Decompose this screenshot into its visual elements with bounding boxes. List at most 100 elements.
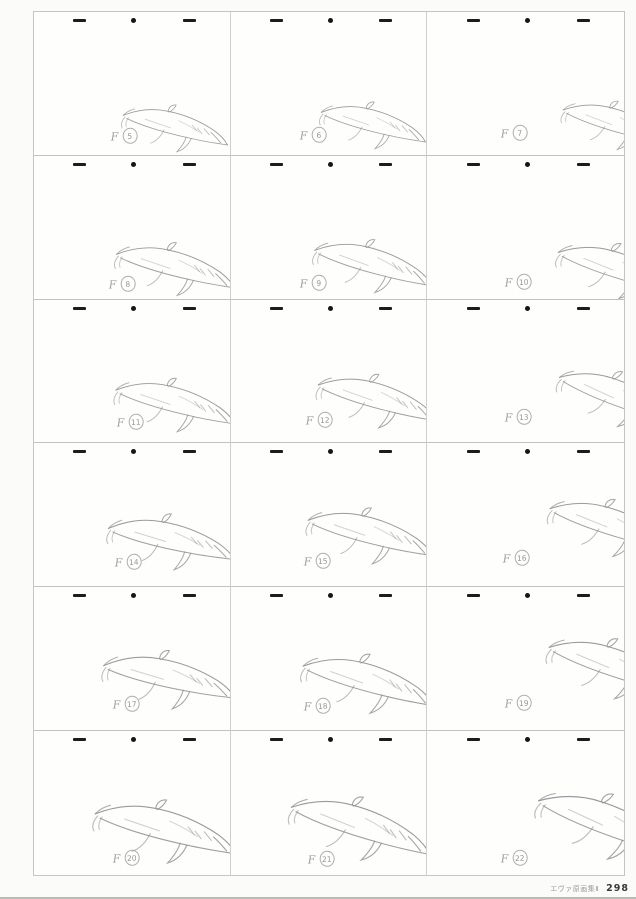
frame-label-letter: F: [502, 551, 511, 565]
frame-label-circled-number: 14: [125, 553, 142, 571]
animation-frame-cell: F 6: [230, 12, 428, 156]
frame-label: F 14: [114, 553, 142, 571]
page-number: 298: [606, 883, 629, 894]
animation-frame-cell: F 8: [34, 155, 231, 300]
peg-dot-center-icon: [524, 593, 530, 599]
peg-dash-left-icon: [73, 306, 87, 310]
animation-frame-cell: F 17: [34, 587, 231, 732]
animation-frame-cell: F 15: [230, 443, 428, 588]
peg-dot-center-icon: [524, 161, 530, 167]
frame-label-circled-number: 22: [511, 849, 528, 866]
peg-dot-center-icon: [327, 161, 333, 167]
creature-pencil-sketch: [553, 368, 624, 437]
peg-dash-right-icon: [182, 450, 196, 454]
peg-dash-right-icon: [576, 306, 590, 310]
frame-label-circled-number: 11: [127, 414, 144, 431]
peg-dash-left-icon: [466, 738, 480, 742]
frame-label-letter: F: [305, 413, 314, 427]
peg-dot-center-icon: [131, 449, 137, 455]
footer-caption: エヴァ原画集Ⅱ: [550, 885, 600, 893]
frame-label-letter: F: [112, 698, 121, 712]
peg-dash-right-icon: [379, 594, 393, 598]
creature-pencil-sketch: [546, 498, 624, 563]
peg-dash-left-icon: [466, 450, 480, 454]
animation-frame-cell: F 14: [34, 443, 231, 588]
peg-dash-right-icon: [379, 162, 393, 166]
animation-frame-cell: F 12: [230, 299, 428, 444]
peg-dash-left-icon: [73, 162, 87, 166]
peg-dash-right-icon: [379, 306, 393, 310]
frame-label: F 8: [108, 275, 136, 293]
peg-dash-left-icon: [73, 19, 87, 22]
frame-label-letter: F: [303, 699, 312, 713]
frame-label-circled-number: 10: [515, 273, 532, 290]
frame-grid: F 5 F 6 F 7 F: [33, 11, 625, 876]
frame-label-circled-number: 18: [314, 697, 331, 714]
frame-label-circled-number: 19: [515, 694, 532, 712]
peg-dot-center-icon: [131, 305, 137, 311]
page-bottom-edge: [0, 897, 636, 899]
peg-dash-left-icon: [269, 594, 283, 598]
frame-label-circled-number: 7: [511, 124, 528, 142]
creature-pencil-sketch: [544, 636, 624, 707]
frame-label-letter: F: [303, 554, 312, 568]
peg-dash-left-icon: [466, 19, 480, 22]
frame-label: F 19: [504, 694, 532, 712]
frame-label-circled-number: 17: [123, 695, 140, 713]
peg-dot-center-icon: [327, 305, 333, 311]
creature-pencil-sketch: [111, 374, 230, 442]
peg-dash-left-icon: [269, 450, 283, 454]
frame-label-letter: F: [110, 129, 119, 144]
peg-dot-center-icon: [327, 449, 333, 455]
peg-dot-center-icon: [524, 305, 530, 311]
peg-dash-right-icon: [379, 450, 393, 454]
frame-label-letter: F: [108, 278, 117, 292]
creature-pencil-sketch: [554, 243, 624, 299]
animation-frame-cell: F 20: [34, 731, 231, 875]
animation-frame-cell: F 19: [427, 587, 624, 732]
peg-dash-right-icon: [182, 306, 196, 310]
peg-dash-right-icon: [182, 594, 196, 598]
frame-label: F 7: [500, 124, 528, 142]
frame-label: F 6: [299, 126, 327, 143]
frame-label-letter: F: [114, 555, 123, 569]
frame-label-letter: F: [500, 127, 509, 141]
frame-label-letter: F: [500, 851, 509, 865]
animation-frame-cell: F 9: [230, 155, 428, 300]
frame-label-circled-number: 21: [318, 850, 335, 868]
animation-frame-cell: F 21: [230, 731, 428, 875]
peg-dash-right-icon: [379, 19, 393, 22]
creature-pencil-sketch: [531, 789, 624, 871]
frame-label-circled-number: 6: [310, 126, 327, 143]
frame-label-circled-number: 12: [316, 411, 333, 428]
frame-label: F 15: [303, 552, 331, 569]
page-footer: エヴァ原画集Ⅱ 298: [550, 883, 629, 894]
animation-frame-cell: F 16: [427, 443, 624, 588]
frame-label: F 17: [112, 695, 140, 713]
peg-dash-right-icon: [576, 450, 590, 454]
animation-frame-cell: F 11: [34, 299, 231, 444]
peg-dash-right-icon: [379, 738, 393, 742]
frame-label-circled-number: 15: [314, 552, 331, 569]
peg-dot-center-icon: [327, 18, 333, 23]
frame-label-letter: F: [116, 416, 125, 430]
peg-dash-left-icon: [269, 162, 283, 166]
peg-dot-center-icon: [131, 737, 137, 743]
peg-dot-center-icon: [327, 737, 333, 743]
frame-label-circled-number: 13: [515, 408, 532, 425]
frame-label: F 9: [299, 274, 327, 291]
peg-dot-center-icon: [131, 161, 137, 167]
frame-label-circled-number: 5: [122, 127, 138, 145]
animation-frame-cell: F 5: [34, 12, 231, 156]
frame-label: F 16: [502, 549, 530, 566]
peg-dash-right-icon: [576, 594, 590, 598]
frame-label: F 11: [116, 414, 144, 431]
peg-dash-left-icon: [73, 450, 87, 454]
creature-pencil-sketch: [104, 507, 230, 582]
creature-pencil-sketch: [311, 236, 427, 298]
frame-label: F 22: [500, 849, 528, 866]
peg-dot-center-icon: [131, 18, 137, 23]
frame-label-letter: F: [299, 128, 308, 142]
frame-label-circled-number: 16: [513, 549, 530, 566]
